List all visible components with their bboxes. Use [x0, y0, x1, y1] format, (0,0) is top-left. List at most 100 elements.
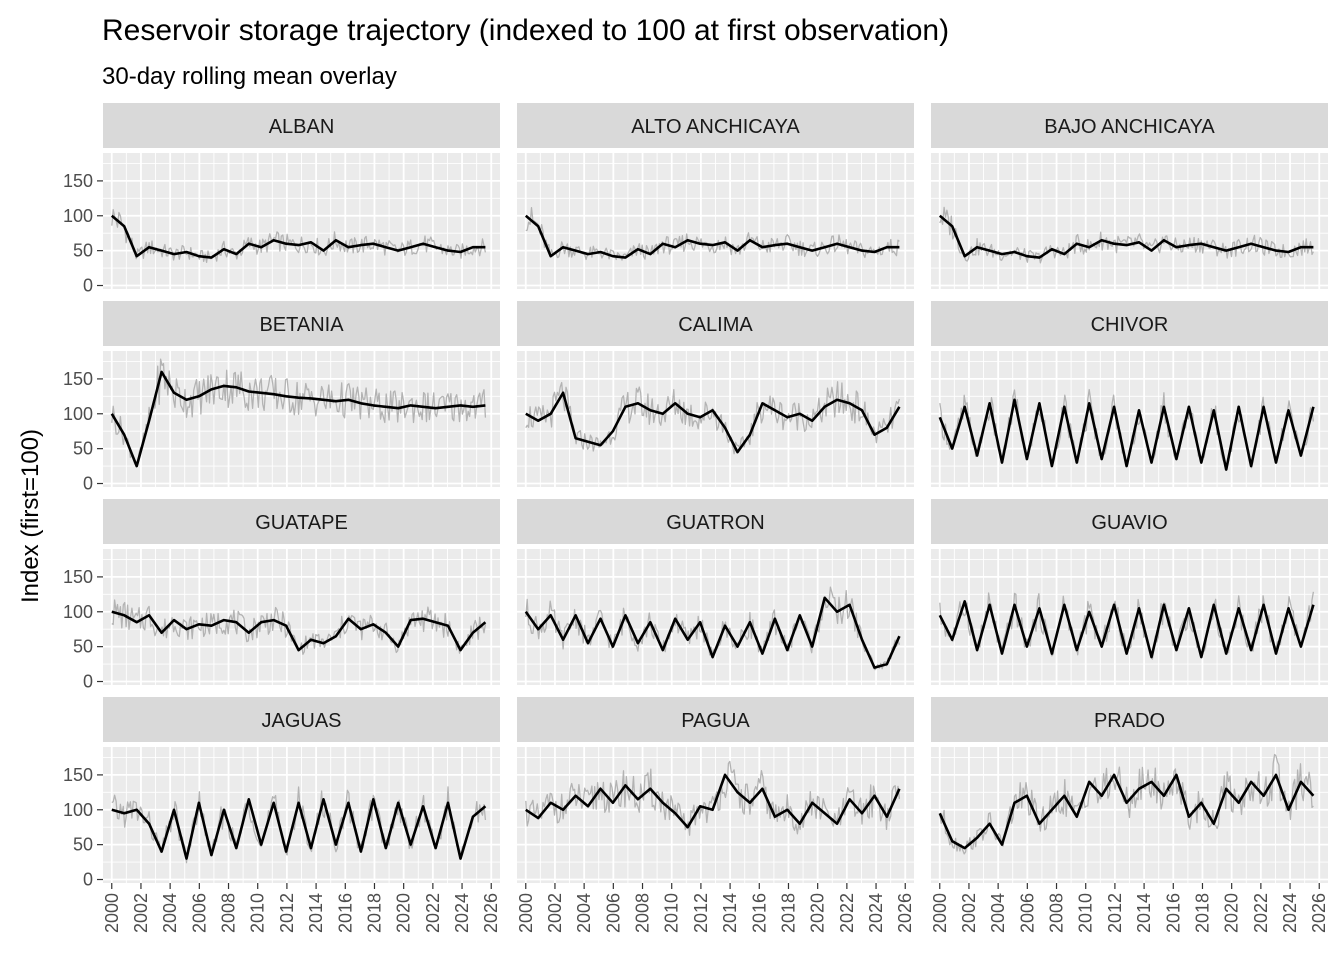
facet-panel: ALTO ANCHICAYA: [517, 103, 914, 289]
facet-strip-label: CALIMA: [678, 314, 753, 336]
rolling-mean-line: [110, 214, 486, 259]
facet-strip: [103, 301, 500, 346]
rolling-mean-line: [524, 596, 901, 669]
x-tick-label: 2004: [160, 893, 180, 933]
y-tick-label: 50: [73, 637, 93, 657]
raw-series-line: [939, 206, 1314, 264]
x-tick-label: 2012: [277, 893, 297, 933]
facet-strip: [931, 103, 1328, 148]
facet-strip-label: GUAVIO: [1091, 512, 1167, 534]
x-tick-label: 2008: [219, 893, 239, 933]
facet-panel: CHIVOR: [931, 301, 1328, 487]
x-tick-label: 2020: [1222, 893, 1242, 933]
facet-panel: BAJO ANCHICAYA: [931, 103, 1328, 289]
chart-subtitle: 30-day rolling mean overlay: [102, 63, 397, 90]
rolling-mean-line: [938, 214, 1314, 259]
x-tick-label: 2014: [1134, 893, 1154, 933]
facet-strip: [931, 301, 1328, 346]
x-tick-label: 2026: [895, 893, 915, 933]
x-tick-label: 2018: [365, 893, 385, 933]
facet-panel: GUAVIO: [931, 499, 1328, 685]
x-tick-label: 2026: [481, 893, 501, 933]
raw-series-line: [525, 760, 901, 836]
rolling-mean-line: [525, 391, 901, 454]
x-tick-label: 2008: [1047, 893, 1067, 933]
x-tick-label: 2012: [1105, 893, 1125, 933]
facet-strip-label: GUATAPE: [255, 512, 348, 534]
y-tick-label: 100: [63, 800, 93, 820]
facet-panel: PRADO 2000 2002 2004 2006 2008 2010 2012 2014 201…: [930, 697, 1329, 933]
y-tick-label: 150: [63, 567, 93, 587]
x-tick-label: 2010: [1076, 893, 1096, 933]
y-tick-label: 0: [83, 672, 93, 692]
x-tick-label: 2002: [545, 893, 565, 933]
facet-panel: PAGUA 2000 2002 2004 2006 2008 2010 2012 2014 201…: [516, 697, 915, 933]
facet-strip: [103, 499, 500, 544]
facet-strip-label: JAGUAS: [261, 710, 341, 732]
y-tick-label: 100: [63, 404, 93, 424]
facet-panel: JAGUAS 0 50 100 150 2000 2002 2004 2006 2008 2010 2…: [63, 697, 501, 933]
y-tick-label: 150: [63, 369, 93, 389]
x-tick-label: 2006: [1017, 893, 1037, 933]
facet-strip: [103, 697, 500, 742]
facet-panel: BETANIA 0 50 100 150: [63, 301, 500, 494]
x-tick-label: 2014: [720, 893, 740, 933]
x-tick-label: 2022: [1251, 893, 1271, 933]
facet-panel: ALBAN 0 50 100 150: [63, 103, 500, 296]
facet-strip-label: PAGUA: [681, 710, 750, 732]
x-tick-label: 2020: [808, 893, 828, 933]
rolling-mean-line: [524, 214, 900, 259]
raw-series-line: [111, 358, 487, 466]
y-tick-label: 150: [63, 171, 93, 191]
x-tick-label: 2006: [603, 893, 623, 933]
x-tick-label: 2024: [1280, 893, 1300, 933]
x-tick-label: 2016: [749, 893, 769, 933]
x-tick-label: 2002: [131, 893, 151, 933]
rolling-mean-line: [110, 370, 486, 468]
x-tick-label: 2014: [306, 893, 326, 933]
x-tick-label: 2016: [1163, 893, 1183, 933]
x-tick-label: 2020: [394, 893, 414, 933]
facet-strip: [517, 697, 914, 742]
facet-strip-label: BAJO ANCHICAYA: [1044, 116, 1215, 138]
x-tick-label: 2024: [866, 893, 886, 933]
rolling-mean-line: [938, 398, 1315, 471]
x-tick-label: 2000: [102, 893, 122, 933]
x-tick-label: 2024: [452, 893, 472, 933]
chart-title: Reservoir storage trajectory (indexed to…: [102, 14, 949, 47]
y-tick-label: 50: [73, 439, 93, 459]
facet-panel: GUATRON: [517, 499, 914, 685]
rolling-mean-line: [111, 610, 487, 652]
facet-strip-label: BETANIA: [259, 314, 344, 336]
y-axis-title: Index (first=100): [17, 429, 44, 603]
raw-series-line: [525, 381, 901, 455]
x-tick-label: 2022: [423, 893, 443, 933]
facet-strip-label: ALTO ANCHICAYA: [631, 116, 800, 138]
x-tick-label: 2022: [837, 893, 857, 933]
y-tick-label: 0: [83, 474, 93, 494]
x-tick-label: 2004: [574, 893, 594, 933]
facet-strip: [517, 301, 914, 346]
y-tick-label: 50: [73, 835, 93, 855]
x-tick-label: 2012: [691, 893, 711, 933]
rolling-mean-line: [938, 773, 1315, 850]
y-tick-label: 150: [63, 765, 93, 785]
x-tick-label: 2018: [779, 893, 799, 933]
facet-strip-label: CHIVOR: [1091, 314, 1169, 336]
rolling-mean-line: [111, 798, 487, 860]
facet-panel: GUATAPE 0 50 100 150: [63, 499, 500, 692]
y-tick-label: 100: [63, 206, 93, 226]
y-tick-label: 100: [63, 602, 93, 622]
facet-strip: [103, 103, 500, 148]
x-tick-label: 2026: [1309, 893, 1329, 933]
x-tick-label: 2016: [335, 893, 355, 933]
x-tick-label: 2006: [189, 893, 209, 933]
rolling-mean-line: [938, 600, 1315, 659]
facet-panels: ALBAN 0 50 100 150 ALTO ANCHICAYA BAJO ANCHICA…: [63, 103, 1329, 933]
facet-strip: [931, 499, 1328, 544]
x-tick-label: 2000: [930, 893, 950, 933]
x-tick-label: 2018: [1193, 893, 1213, 933]
raw-series-line: [111, 208, 487, 264]
x-tick-label: 2000: [516, 893, 536, 933]
